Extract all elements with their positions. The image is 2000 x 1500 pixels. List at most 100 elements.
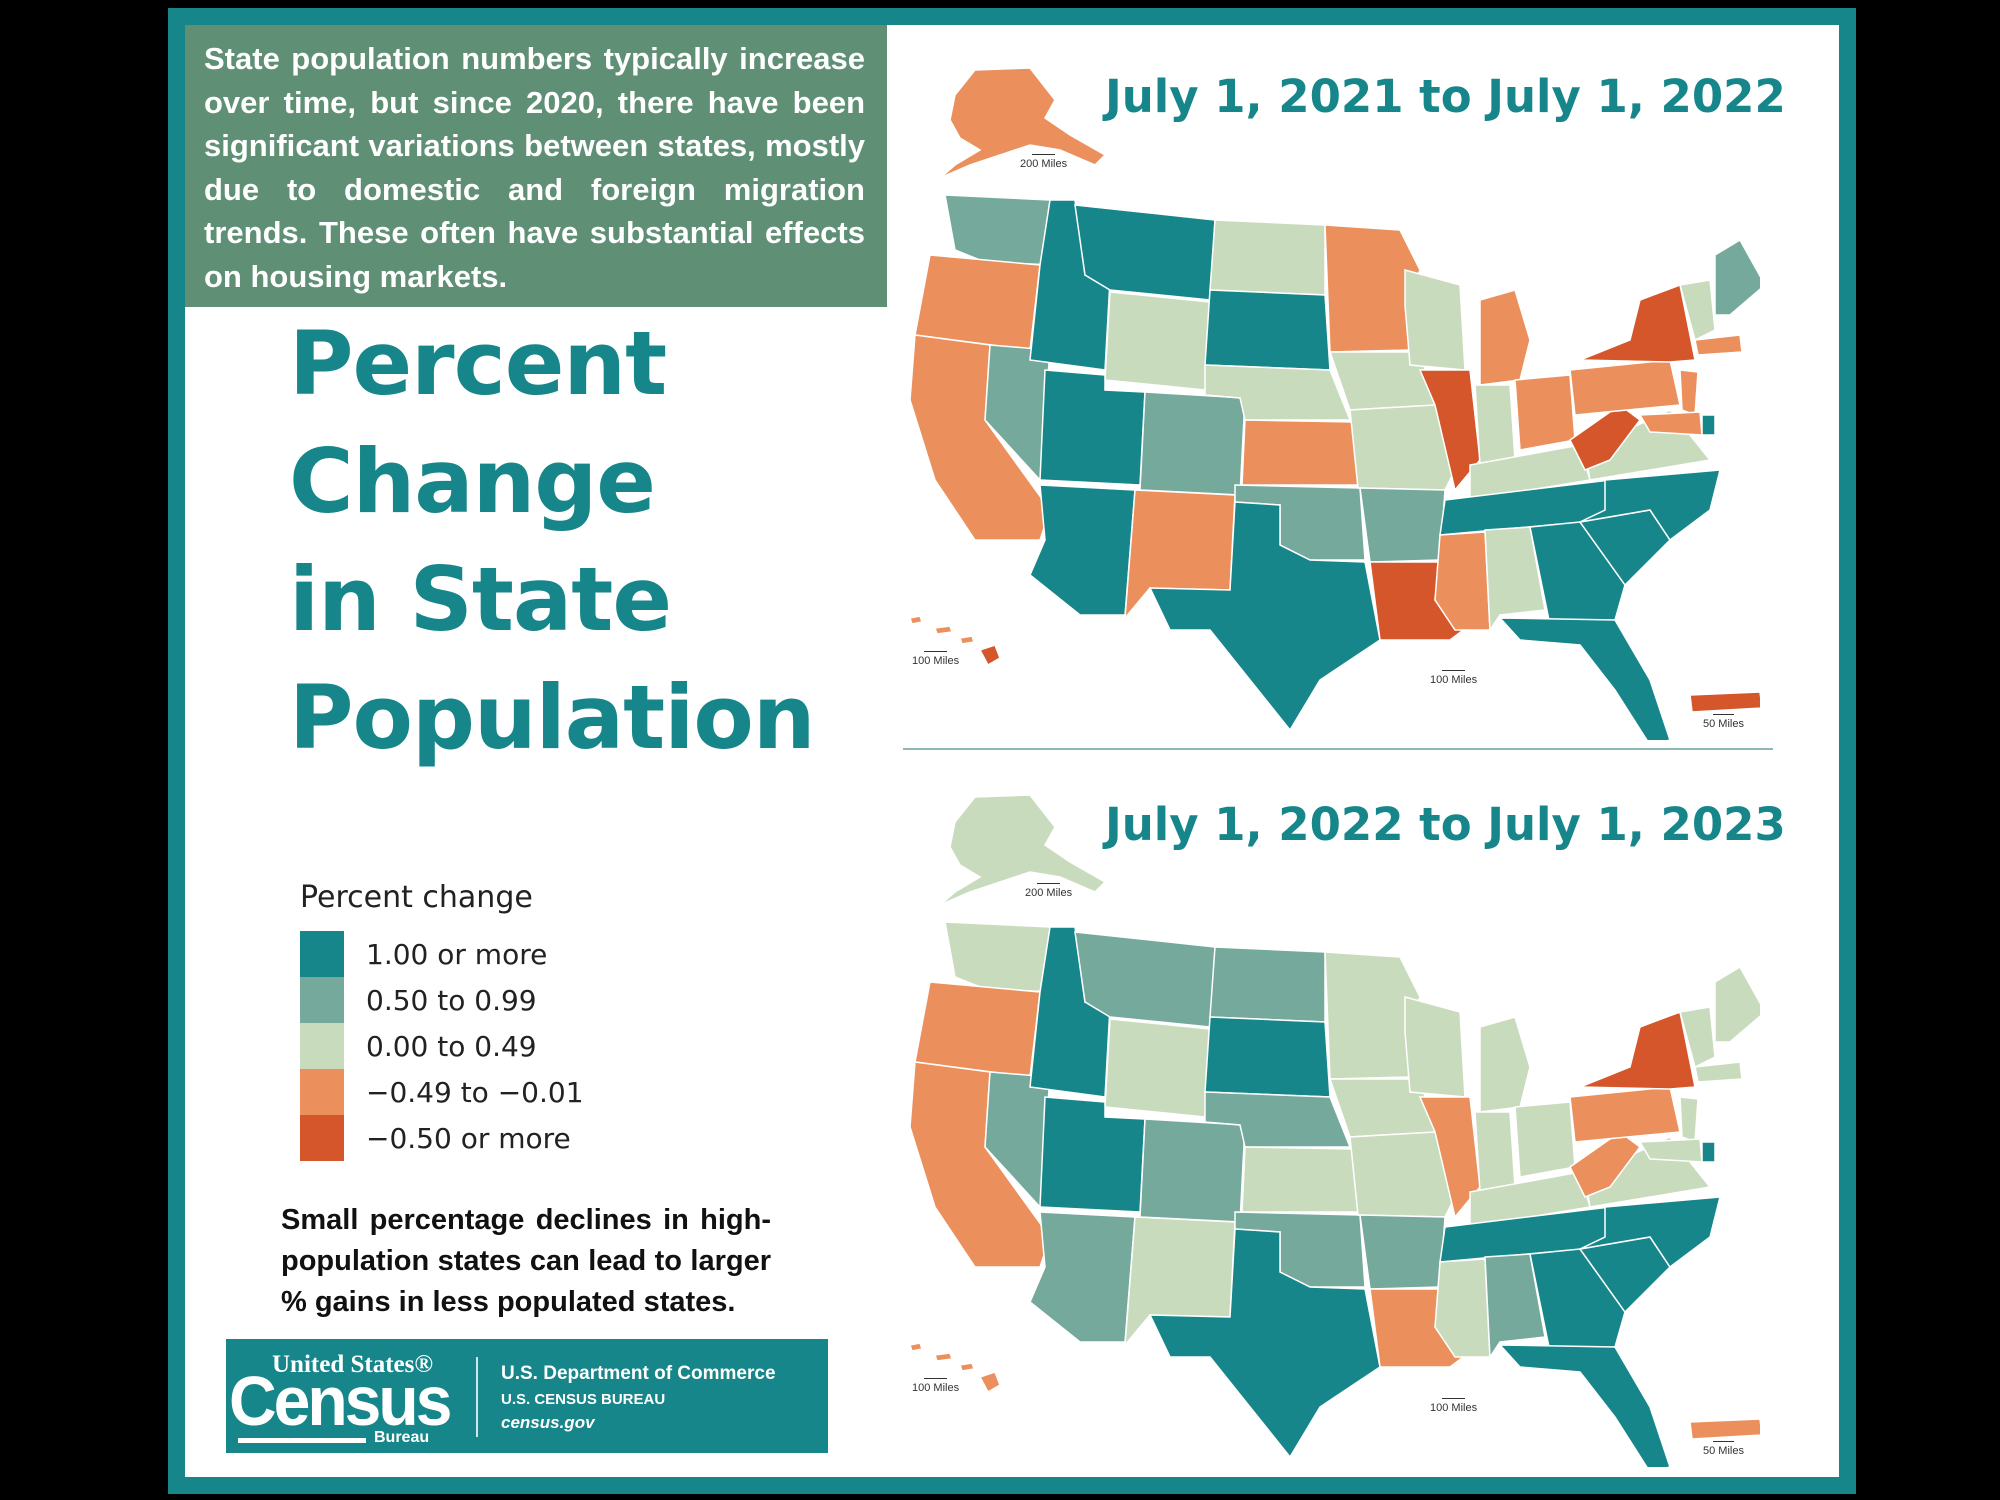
state-florida xyxy=(1498,1344,1671,1467)
state-maryland xyxy=(1638,411,1703,436)
title-line: in State xyxy=(289,548,672,651)
state-new-england xyxy=(1679,1006,1716,1069)
state-massachusetts xyxy=(1694,334,1743,356)
map-1-hawaii-scale: 100 Miles xyxy=(912,651,960,667)
state-arkansas xyxy=(1359,487,1446,563)
state-new-york xyxy=(1579,1010,1696,1090)
state-ohio xyxy=(1514,374,1576,451)
state-georgia xyxy=(1529,1248,1626,1353)
state-hawaii-islands xyxy=(909,1342,975,1372)
legend-label: 0.50 to 0.99 xyxy=(366,983,537,1017)
legend-swatch xyxy=(300,977,344,1023)
state-wyoming xyxy=(1104,1018,1211,1118)
logo-department: U.S. Department of Commerce xyxy=(501,1363,776,1384)
map-1-title: July 1, 2021 to July 1, 2022 xyxy=(1105,70,1786,123)
map-1-conus-scale: 100 Miles xyxy=(1430,670,1478,686)
state-south-dakota xyxy=(1204,1016,1331,1098)
territory-puerto-rico xyxy=(1689,691,1760,713)
state-illinois xyxy=(1418,369,1481,492)
logo-divider xyxy=(476,1357,478,1437)
state-pennsylvania xyxy=(1569,1086,1681,1143)
logo-united-states: United States® xyxy=(272,1351,434,1378)
legend-label: 1.00 or more xyxy=(366,937,548,971)
logo-bureau: Bureau xyxy=(374,1429,430,1446)
state-pennsylvania xyxy=(1569,359,1681,416)
state-arizona xyxy=(1029,1211,1136,1343)
logo-website[interactable]: census.gov xyxy=(501,1413,595,1432)
legend-swatch xyxy=(300,1023,344,1069)
main-title: Percent Change in State Population xyxy=(289,305,815,777)
intro-text-box: State population numbers typically incre… xyxy=(185,25,887,307)
legend-label: 0.00 to 0.49 xyxy=(366,1029,537,1063)
state-north-carolina xyxy=(1579,469,1721,542)
legend-label: −0.50 or more xyxy=(366,1121,571,1155)
state-north-dakota xyxy=(1209,946,1326,1023)
state-missouri xyxy=(1349,404,1456,491)
state-kansas xyxy=(1241,1146,1359,1213)
territory-puerto-rico xyxy=(1689,1418,1760,1440)
state-maryland xyxy=(1638,1138,1703,1163)
state-hawaii-islands xyxy=(909,615,975,645)
state-delaware xyxy=(1701,414,1716,436)
state-washington xyxy=(944,194,1056,266)
title-line: Percent xyxy=(289,312,667,415)
state-washington xyxy=(944,921,1056,993)
state-montana xyxy=(1074,204,1216,301)
state-maine xyxy=(1714,965,1760,1043)
census-logo-block: United States® Census Bureau U.S. Depart… xyxy=(226,1339,828,1453)
state-montana xyxy=(1074,931,1216,1028)
legend-item: −0.49 to −0.01 xyxy=(300,1069,584,1115)
state-indiana xyxy=(1474,1111,1516,1193)
state-north-dakota xyxy=(1209,219,1326,296)
state-alabama xyxy=(1484,1253,1546,1360)
state-michigan xyxy=(1479,1016,1531,1113)
state-alaska xyxy=(939,67,1107,179)
legend-swatch xyxy=(300,1069,344,1115)
state-alaska xyxy=(939,794,1107,906)
state-colorado xyxy=(1139,1118,1246,1223)
title-line: Population xyxy=(289,666,815,769)
logo-bureau-name: U.S. CENSUS BUREAU xyxy=(501,1391,666,1408)
map-2-title: July 1, 2022 to July 1, 2023 xyxy=(1105,798,1786,851)
state-michigan xyxy=(1479,289,1531,386)
state-arizona xyxy=(1029,484,1136,616)
state-new-jersey xyxy=(1679,1096,1699,1144)
state-maine xyxy=(1714,238,1760,316)
legend-title: Percent change xyxy=(300,880,533,915)
state-delaware xyxy=(1701,1141,1716,1163)
state-alabama xyxy=(1484,526,1546,633)
legend: Percent change 1.00 or more 0.50 to 0.99… xyxy=(300,880,584,1161)
map-2-hawaii-scale: 100 Miles xyxy=(912,1378,960,1394)
logo-underline xyxy=(238,1438,366,1443)
state-florida xyxy=(1498,617,1671,740)
legend-item: 0.00 to 0.49 xyxy=(300,1023,584,1069)
state-texas xyxy=(1148,501,1381,732)
state-mississippi xyxy=(1434,1258,1491,1358)
state-wisconsin xyxy=(1404,996,1466,1098)
map-2021-2022 xyxy=(909,67,1760,740)
state-mississippi xyxy=(1434,531,1491,631)
state-texas xyxy=(1148,1228,1381,1459)
map-2022-2023 xyxy=(909,794,1760,1467)
map-divider xyxy=(903,748,1773,750)
state-new-england xyxy=(1679,279,1716,342)
title-line: Change xyxy=(289,430,656,533)
map-1-pr-scale: 50 Miles xyxy=(1703,714,1744,730)
legend-label: −0.49 to −0.01 xyxy=(366,1075,584,1109)
state-arkansas xyxy=(1359,1214,1446,1290)
map-1-alaska-scale: 200 Miles xyxy=(1020,154,1068,170)
state-wyoming xyxy=(1104,291,1211,391)
state-oregon xyxy=(914,254,1041,351)
legend-swatch xyxy=(300,1115,344,1161)
legend-item: −0.50 or more xyxy=(300,1115,584,1161)
legend-item: 0.50 to 0.99 xyxy=(300,977,584,1023)
state-new-york xyxy=(1579,283,1696,363)
logo-census-wordmark: Census xyxy=(229,1362,452,1440)
legend-swatch xyxy=(300,931,344,977)
note-text: Small percentage declines in high-popula… xyxy=(281,1204,771,1318)
state-new-jersey xyxy=(1679,369,1699,417)
state-ohio xyxy=(1514,1101,1576,1178)
state-massachusetts xyxy=(1694,1061,1743,1083)
state-kansas xyxy=(1241,419,1359,486)
state-illinois xyxy=(1418,1096,1481,1219)
